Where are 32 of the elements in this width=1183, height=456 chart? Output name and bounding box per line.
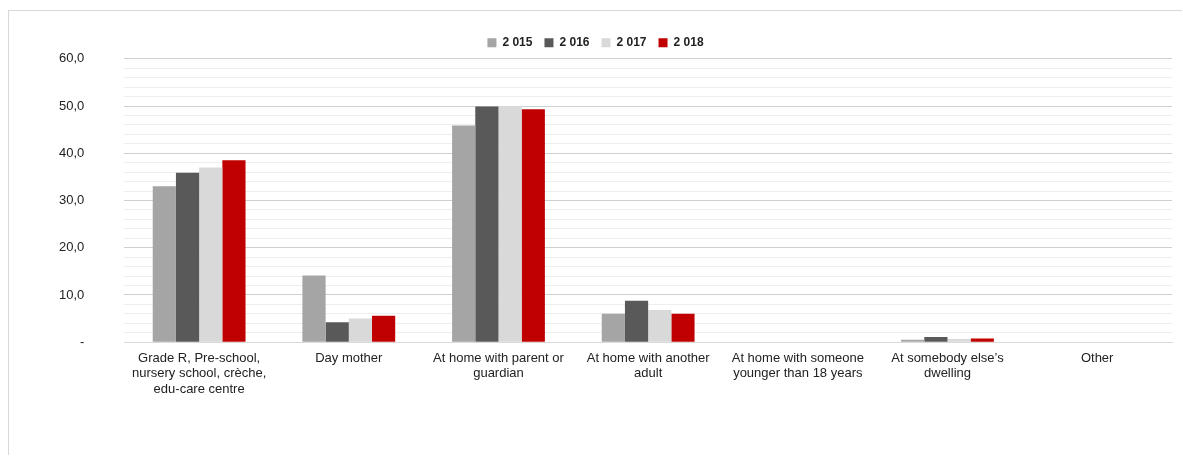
bar xyxy=(452,125,476,342)
bar xyxy=(970,338,994,342)
legend-label: 2 016 xyxy=(559,35,590,50)
x-tick-label: Day mother xyxy=(315,349,384,365)
bar xyxy=(475,106,499,342)
x-tick-label: At home with another adult xyxy=(586,349,711,381)
y-tick-label: 50,0 xyxy=(58,97,85,113)
y-tick-label: 40,0 xyxy=(58,144,85,160)
x-tick-label: Other xyxy=(1080,349,1115,365)
bar xyxy=(175,172,200,342)
legend-label: 2 015 xyxy=(502,35,533,50)
bar xyxy=(222,160,246,342)
bar xyxy=(924,337,948,342)
bar xyxy=(671,313,695,342)
x-tick-label: At somebody else’s dwelling xyxy=(891,349,1005,381)
y-tick-label: 10,0 xyxy=(58,286,85,302)
x-tick-label: At home with someone younger than 18 years xyxy=(731,349,864,381)
bar xyxy=(325,322,349,342)
bar xyxy=(601,313,625,342)
y-tick-label: 20,0 xyxy=(58,239,85,255)
x-tick-label: At home with parent or guardian xyxy=(433,349,565,381)
legend-label: 2 017 xyxy=(616,35,647,50)
bar xyxy=(152,186,176,342)
bar xyxy=(372,315,396,342)
bar xyxy=(302,275,326,342)
bar xyxy=(521,109,545,342)
legend-label: 2 018 xyxy=(673,35,704,50)
y-tick-label: - xyxy=(79,333,85,349)
bar xyxy=(624,300,649,342)
y-tick-label: 60,0 xyxy=(58,50,85,66)
y-tick-label: 30,0 xyxy=(58,192,85,208)
x-tick-label: Grade R, Pre-school, nursery school, crèche, edu-care centre xyxy=(131,349,267,396)
